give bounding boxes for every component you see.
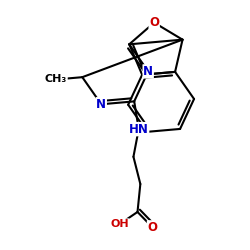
- Text: N: N: [143, 65, 153, 78]
- Text: N: N: [96, 98, 106, 111]
- Text: OH: OH: [110, 219, 129, 229]
- Text: HN: HN: [129, 123, 149, 136]
- Text: O: O: [148, 221, 158, 234]
- Text: O: O: [149, 16, 159, 29]
- Text: CH₃: CH₃: [45, 74, 67, 85]
